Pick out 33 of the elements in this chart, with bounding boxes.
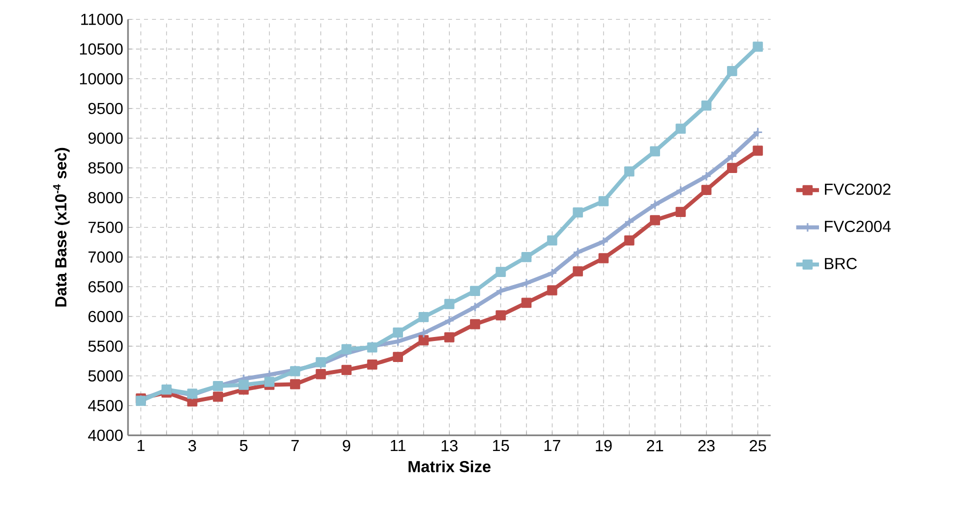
x-axis-title: Matrix Size xyxy=(408,460,491,472)
x-tick-label: 15 xyxy=(493,440,509,452)
y-tick-label: 10500 xyxy=(80,43,123,55)
x-tick-label: 13 xyxy=(442,440,458,452)
y-tick-label: 4000 xyxy=(88,430,123,441)
x-tick-label: 23 xyxy=(698,440,715,452)
y-tick-label: 4500 xyxy=(88,400,123,412)
y-tick-label: 7500 xyxy=(88,222,123,233)
x-tick-label: 1 xyxy=(138,440,145,452)
y-tick-label: 5500 xyxy=(88,340,123,352)
x-tick-label: 3 xyxy=(188,440,196,452)
legend-label: FVC2004 xyxy=(824,220,891,232)
x-tick-label: 25 xyxy=(750,440,766,452)
x-tick-label: 5 xyxy=(240,440,248,452)
x-tick-label: 17 xyxy=(544,440,560,452)
x-tick-label: 19 xyxy=(596,440,612,452)
y-tick-label: 8000 xyxy=(88,192,123,204)
y-tick-label: 11000 xyxy=(81,14,123,25)
x-tick-label: 9 xyxy=(342,440,350,452)
legend-label: FVC2002 xyxy=(824,184,890,195)
y-tick-label: 6500 xyxy=(88,281,123,292)
legend-label: BRC xyxy=(824,258,857,270)
x-tick-label: 21 xyxy=(646,440,664,452)
y-axis-title: Data Base (x10$^{-4}$ sec) xyxy=(53,148,70,306)
y-tick-label: 9500 xyxy=(88,102,123,114)
y-tick-label: 7000 xyxy=(88,251,123,263)
y-tick-label: 5000 xyxy=(88,370,123,382)
y-tick-label: 9000 xyxy=(88,132,123,144)
y-tick-label: 8500 xyxy=(88,162,123,174)
x-tick-label: 11 xyxy=(390,440,406,452)
x-tick-label: 7 xyxy=(291,440,299,452)
y-tick-label: 10000 xyxy=(80,73,123,84)
y-tick-label: 6000 xyxy=(88,310,123,322)
